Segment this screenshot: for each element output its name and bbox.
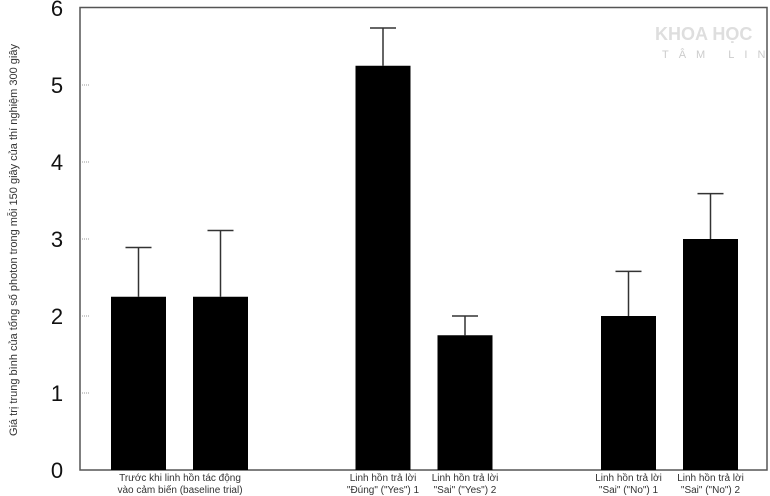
category-label: "Sai" ("No") 1 bbox=[599, 485, 659, 496]
y-tick-label: 3 bbox=[51, 227, 63, 252]
category-label: "Sai" ("Yes") 2 bbox=[434, 485, 497, 496]
y-tick-label: 2 bbox=[51, 304, 63, 329]
y-axis-label: Giá trị trung bình của tổng số photon tr… bbox=[7, 44, 20, 436]
bar bbox=[193, 296, 248, 470]
bar bbox=[111, 296, 166, 470]
watermark-line2: TÂM LINH bbox=[662, 48, 770, 61]
watermark-logo: KHOA HỌC TÂM LINH bbox=[655, 24, 770, 61]
category-label: "Đúng" ("Yes") 1 bbox=[347, 485, 420, 496]
category-label: Linh hồn trả lời bbox=[432, 472, 499, 484]
category-label: Linh hồn trả lời bbox=[677, 472, 744, 484]
bar bbox=[601, 316, 656, 470]
bar bbox=[437, 335, 493, 470]
watermark-line1: KHOA HỌC bbox=[655, 24, 752, 44]
plot-frame bbox=[79, 6, 768, 471]
category-label: Trước khi linh hồn tác động bbox=[119, 472, 241, 484]
category-label: "Sai" ("No") 2 bbox=[681, 485, 741, 496]
y-tick-label: 5 bbox=[51, 73, 63, 98]
y-tick-label: 0 bbox=[51, 458, 63, 483]
category-label: Linh hồn trả lời bbox=[595, 472, 662, 484]
category-label: vào cảm biến (baseline trial) bbox=[117, 484, 242, 496]
bar bbox=[355, 65, 411, 470]
bar bbox=[683, 239, 738, 470]
category-label: Linh hồn trả lời bbox=[350, 472, 417, 484]
y-tick-label: 6 bbox=[51, 0, 63, 21]
y-tick-label: 4 bbox=[51, 150, 63, 175]
y-tick-label: 1 bbox=[51, 381, 63, 406]
